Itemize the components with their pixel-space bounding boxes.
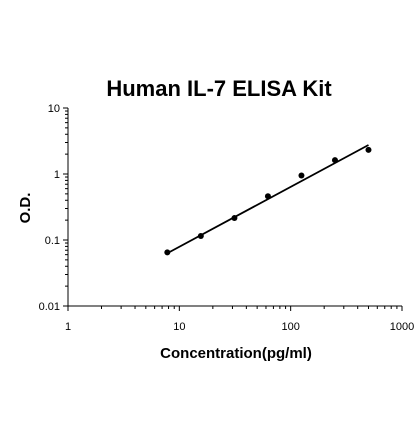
x-tick-label: 100 bbox=[281, 321, 299, 333]
x-tick-label: 1 bbox=[65, 321, 71, 333]
x-tick-label: 1000 bbox=[390, 321, 414, 333]
data-points bbox=[164, 146, 372, 256]
y-tick-label: 1 bbox=[54, 169, 60, 181]
chart-title: Human IL-7 ELISA Kit bbox=[106, 76, 332, 101]
y-tick-label: 0.1 bbox=[45, 235, 60, 247]
data-point bbox=[264, 193, 271, 200]
y-axis: 0.01 0.1 1 10 bbox=[39, 103, 69, 313]
x-tick-label: 10 bbox=[173, 321, 185, 333]
data-point bbox=[365, 146, 372, 153]
data-point bbox=[298, 172, 305, 179]
plot-area: 0.01 0.1 1 10 1 10 100 1000 bbox=[39, 103, 415, 333]
x-axis-label: Concentration(pg/ml) bbox=[160, 345, 312, 362]
data-point bbox=[197, 232, 204, 239]
data-point bbox=[231, 215, 238, 222]
data-point bbox=[164, 249, 171, 256]
x-axis: 1 10 100 1000 bbox=[65, 305, 414, 333]
y-tick-label: 10 bbox=[48, 103, 60, 115]
y-axis-label: O.D. bbox=[17, 193, 34, 224]
y-tick-label: 0.01 bbox=[39, 301, 60, 313]
data-point bbox=[331, 157, 338, 164]
